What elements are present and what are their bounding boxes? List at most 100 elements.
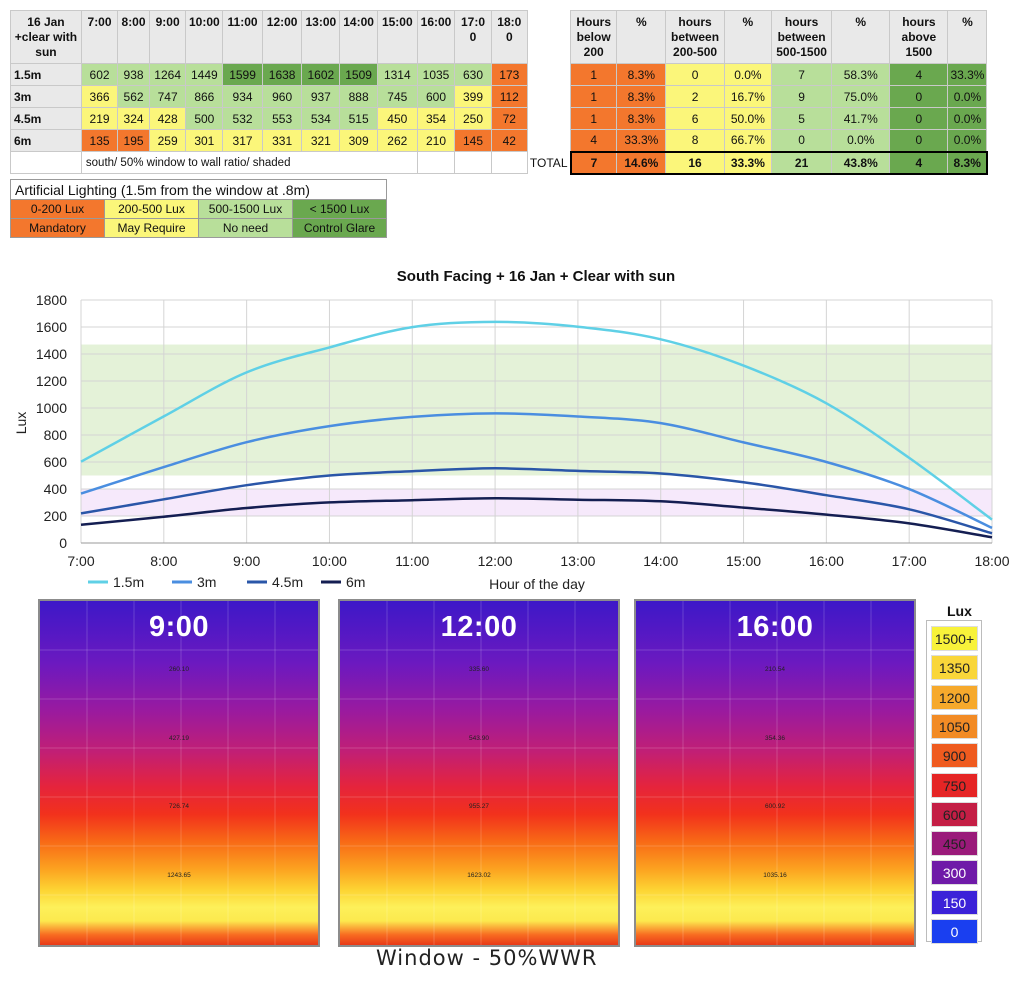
- column-separator: [526, 10, 572, 64]
- summary-cell: 8: [665, 129, 725, 152]
- heatmap-sensor-value: 210.54: [765, 666, 785, 673]
- lux-value-cell: 72: [490, 107, 528, 130]
- lux-value-cell: 600: [416, 85, 456, 108]
- summary-cell: 16.7%: [723, 85, 772, 108]
- summary-header: %: [723, 10, 772, 64]
- legend-label: 4.5m: [272, 574, 303, 590]
- heatmap-sensor-value: 1623.02: [467, 872, 491, 879]
- lux-value-cell: 309: [339, 129, 378, 152]
- legend-action-2: No need: [198, 218, 293, 238]
- x-tick-label: 17:00: [892, 553, 927, 569]
- artificial-lighting-legend: Artificial Lighting (1.5m from the windo…: [10, 179, 387, 238]
- x-tick-label: 7:00: [67, 553, 94, 569]
- summary-cell: 58.3%: [831, 63, 891, 86]
- heatmap-sensor-value: 260.10: [169, 666, 189, 673]
- lux-value-cell: 515: [339, 107, 378, 130]
- hour-header: 14:00: [339, 10, 378, 64]
- summary-cell: 41.7%: [831, 107, 891, 130]
- column-separator: [526, 63, 572, 86]
- lux-value-cell: 1264: [148, 63, 187, 86]
- y-tick-label: 600: [44, 454, 68, 470]
- heatmap-sensor-value: 955.27: [469, 803, 489, 810]
- heatmap-grid: [636, 601, 914, 945]
- lux-value-cell: 210: [416, 129, 456, 152]
- lux-value-cell: 450: [377, 107, 418, 130]
- corner-header: 16 Jan +clear with sun: [10, 10, 82, 64]
- lux-scale-step: 450: [931, 831, 978, 857]
- blank-cell: [416, 151, 456, 174]
- heatmap-9am: 9:00 260.10 427.19 726.74 1243.65: [38, 599, 320, 947]
- row-label: 6m: [10, 129, 82, 152]
- lux-value-cell: 301: [185, 129, 224, 152]
- lux-value-cell: 366: [80, 85, 119, 108]
- heatmap-12pm: 12:00 335.60 543.90 955.27 1623.02: [338, 599, 620, 947]
- lux-line-chart: 0 200 400 600 800 1000 1200 1400 1600 1800 7:00 8:0…: [13, 268, 1010, 592]
- lux-value-cell: 938: [117, 63, 150, 86]
- blank-cell: [10, 151, 82, 174]
- hour-header: 12:00: [261, 10, 303, 64]
- summary-cell: 4: [889, 63, 949, 86]
- summary-cell: 9: [770, 85, 833, 108]
- x-tick-label: 9:00: [233, 553, 260, 569]
- legend-action-3: Control Glare: [292, 218, 387, 238]
- y-tick-label: 1800: [36, 292, 67, 308]
- legend-label: 3m: [197, 574, 216, 590]
- lux-scale-step: 0: [931, 919, 978, 944]
- series-line-1.5m: [80, 320, 993, 521]
- lux-value-cell: 500: [185, 107, 224, 130]
- series-line-6m: [80, 497, 993, 539]
- summary-cell: 0: [665, 63, 725, 86]
- hour-header: 10:00: [185, 10, 224, 64]
- lux-color-scale: 1500+ 1350 1200 1050 900 750 600 450 300 150 0: [926, 620, 982, 944]
- heatmap-time-title: 9:00: [148, 611, 210, 643]
- summary-cell: 8.3%: [616, 107, 667, 130]
- lux-value-cell: 1314: [377, 63, 418, 86]
- blank-cell: [454, 151, 492, 174]
- column-separator: [526, 85, 572, 108]
- lux-value-cell: 745: [377, 85, 418, 108]
- summary-cell: 0.0%: [831, 129, 891, 152]
- lux-value-cell: 42: [490, 129, 528, 152]
- lux-value-cell: 399: [454, 85, 492, 108]
- lux-value-cell: 195: [117, 129, 150, 152]
- x-tick-label: 12:00: [478, 553, 513, 569]
- summary-cell: 0.0%: [947, 85, 988, 108]
- lux-value-cell: 428: [148, 107, 187, 130]
- summary-header: %: [616, 10, 667, 64]
- y-axis-label: Lux: [13, 412, 29, 435]
- y-tick-label: 800: [44, 427, 68, 443]
- y-tick-label: 400: [44, 481, 68, 497]
- lux-value-cell: 321: [301, 129, 341, 152]
- heatmap-sensor-value: 1243.65: [167, 872, 191, 879]
- total-cell: 8.3%: [947, 150, 988, 175]
- hour-header: 9:00: [148, 10, 187, 64]
- lux-value-cell: 553: [261, 107, 303, 130]
- legend-range-3: < 1500 Lux: [292, 199, 387, 219]
- lux-value-cell: 1035: [416, 63, 456, 86]
- lux-scale-step: 600: [931, 801, 978, 827]
- x-tick-label: 18:00: [974, 553, 1009, 569]
- total-cell: 21: [770, 150, 833, 175]
- y-tick-label: 1200: [36, 373, 67, 389]
- lux-value-cell: 866: [185, 85, 224, 108]
- summary-cell: 33.3%: [616, 129, 667, 152]
- blank-cell: [490, 151, 528, 174]
- row-label: 1.5m: [10, 63, 82, 86]
- lux-value-cell: 1599: [222, 63, 263, 86]
- x-tick-label: 10:00: [312, 553, 347, 569]
- lux-value-cell: 145: [454, 129, 492, 152]
- lux-value-cell: 747: [148, 85, 187, 108]
- hour-header: 7:00: [80, 10, 119, 64]
- lux-value-cell: 630: [454, 63, 492, 86]
- lux-scale-step: 300: [931, 860, 978, 886]
- heatmap-grid: [340, 601, 618, 945]
- table-note: south/ 50% window to wall ratio/ shaded: [80, 151, 418, 174]
- summary-cell: 0.0%: [947, 107, 988, 130]
- lux-data-table: 16 Jan +clear with sun 7:00 8:00 9:00 10:00 1…: [10, 10, 1024, 175]
- x-tick-label: 8:00: [150, 553, 177, 569]
- lux-value-cell: 1449: [185, 63, 224, 86]
- hour-header: 13:00: [301, 10, 341, 64]
- window-caption: Window - 50%WWR: [376, 946, 598, 970]
- summary-cell: 66.7%: [723, 129, 772, 152]
- summary-cell: 0.0%: [723, 63, 772, 86]
